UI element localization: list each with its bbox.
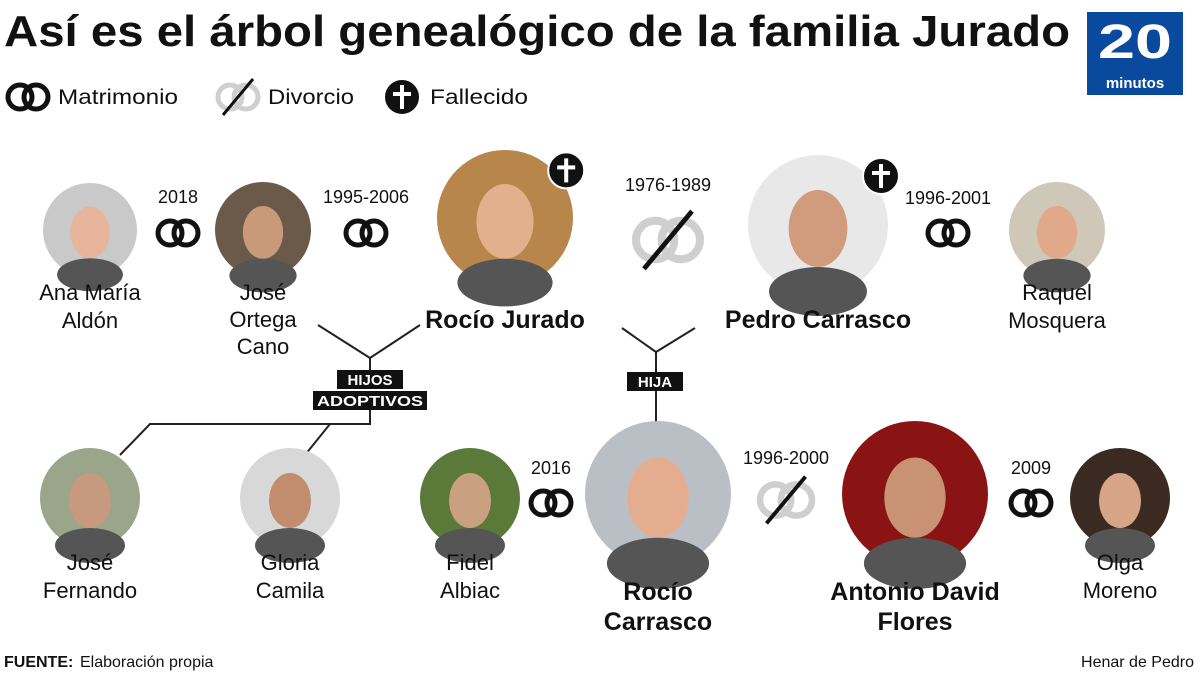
person-name: Mosquera — [1008, 308, 1107, 333]
person-name: José — [240, 280, 286, 305]
person-photo-fidel — [420, 448, 520, 563]
divorce-rings-icon — [636, 211, 700, 269]
person-name: Ortega — [229, 307, 297, 332]
person-photo-raquel — [1009, 182, 1105, 293]
person-photo-ana — [43, 183, 137, 292]
page-title: Así es el árbol genealógico de la famili… — [4, 7, 1070, 56]
person-photo-rocio-jurado — [437, 150, 573, 307]
legend: Matrimonio Divorcio Fallecido — [8, 79, 528, 115]
wedding-rings-icon — [1011, 491, 1051, 515]
person-name: Cano — [237, 334, 290, 359]
person-photo-pedro — [748, 155, 888, 316]
person-name: Moreno — [1083, 578, 1158, 603]
wedding-rings-icon — [8, 85, 48, 109]
person-name: Camila — [256, 578, 325, 603]
legend-label: Matrimonio — [58, 86, 178, 109]
logo-word: minutos — [1106, 75, 1164, 92]
person-name: Flores — [877, 608, 952, 636]
person-name: José — [67, 550, 113, 575]
person-name: Fernando — [43, 578, 137, 603]
person-name: Rocío — [623, 578, 692, 606]
legend-label: Fallecido — [430, 86, 528, 109]
relation-years: 1976-1989 — [625, 175, 711, 195]
person-name: Ana María — [39, 280, 141, 305]
tag-adopted-children: HIJOS ADOPTIVOS — [313, 370, 427, 410]
relation-years: 1995-2006 — [323, 187, 409, 207]
person-name: Gloria — [261, 550, 320, 575]
relation-years: 1996-2001 — [905, 188, 991, 208]
relation-years: 2018 — [158, 187, 198, 207]
person-photo-olga — [1070, 448, 1170, 563]
footer-source-label: FUENTE: — [4, 654, 73, 671]
cross-icon — [547, 151, 586, 190]
wedding-rings-icon — [158, 221, 198, 245]
relation-years: 1996-2000 — [743, 448, 829, 468]
person-name: Raquel — [1022, 280, 1092, 305]
photos — [40, 150, 1170, 589]
person-name: Olga — [1097, 550, 1144, 575]
relation-years: 2009 — [1011, 458, 1051, 478]
logo-number: 20 — [1098, 16, 1172, 69]
cross-icon — [383, 78, 421, 116]
person-photo-jose-fernando — [40, 448, 140, 563]
legend-label: Divorcio — [268, 86, 354, 109]
footer-author: Henar de Pedro — [1081, 654, 1194, 671]
connector-lines — [119, 324, 696, 456]
tag-text: HIJOS — [347, 372, 392, 389]
cross-icon — [862, 157, 900, 195]
logo: 20 minutos — [1087, 12, 1183, 95]
person-name: Rocío Jurado — [425, 306, 585, 334]
person-photo-rocio-carrasco — [585, 421, 731, 589]
person-name: Aldón — [62, 308, 118, 333]
person-photo-antonio — [842, 421, 988, 589]
tag-text: ADOPTIVOS — [317, 393, 423, 410]
relation-years: 2016 — [531, 458, 571, 478]
relations: 2018 1995-2006 1976-1989 1996-2001 2016 1996-… — [158, 175, 1051, 523]
tag-text: HIJA — [638, 374, 672, 391]
person-name: Pedro Carrasco — [725, 306, 911, 334]
person-name: Carrasco — [604, 608, 712, 636]
wedding-rings-icon — [346, 221, 386, 245]
wedding-rings-icon — [531, 491, 571, 515]
wedding-rings-icon — [928, 221, 968, 245]
logo-box — [1087, 12, 1183, 95]
person-photo-jose-ortega — [215, 182, 311, 293]
person-photo-gloria — [240, 448, 340, 563]
divorce-rings-icon — [760, 477, 812, 524]
divorce-rings-icon — [218, 79, 258, 115]
person-name: Albiac — [440, 578, 500, 603]
footer-source: Elaboración propia — [80, 654, 214, 671]
person-name: Fidel — [446, 550, 494, 575]
person-name: Antonio David — [830, 578, 999, 606]
tag-daughter: HIJA — [627, 372, 683, 391]
